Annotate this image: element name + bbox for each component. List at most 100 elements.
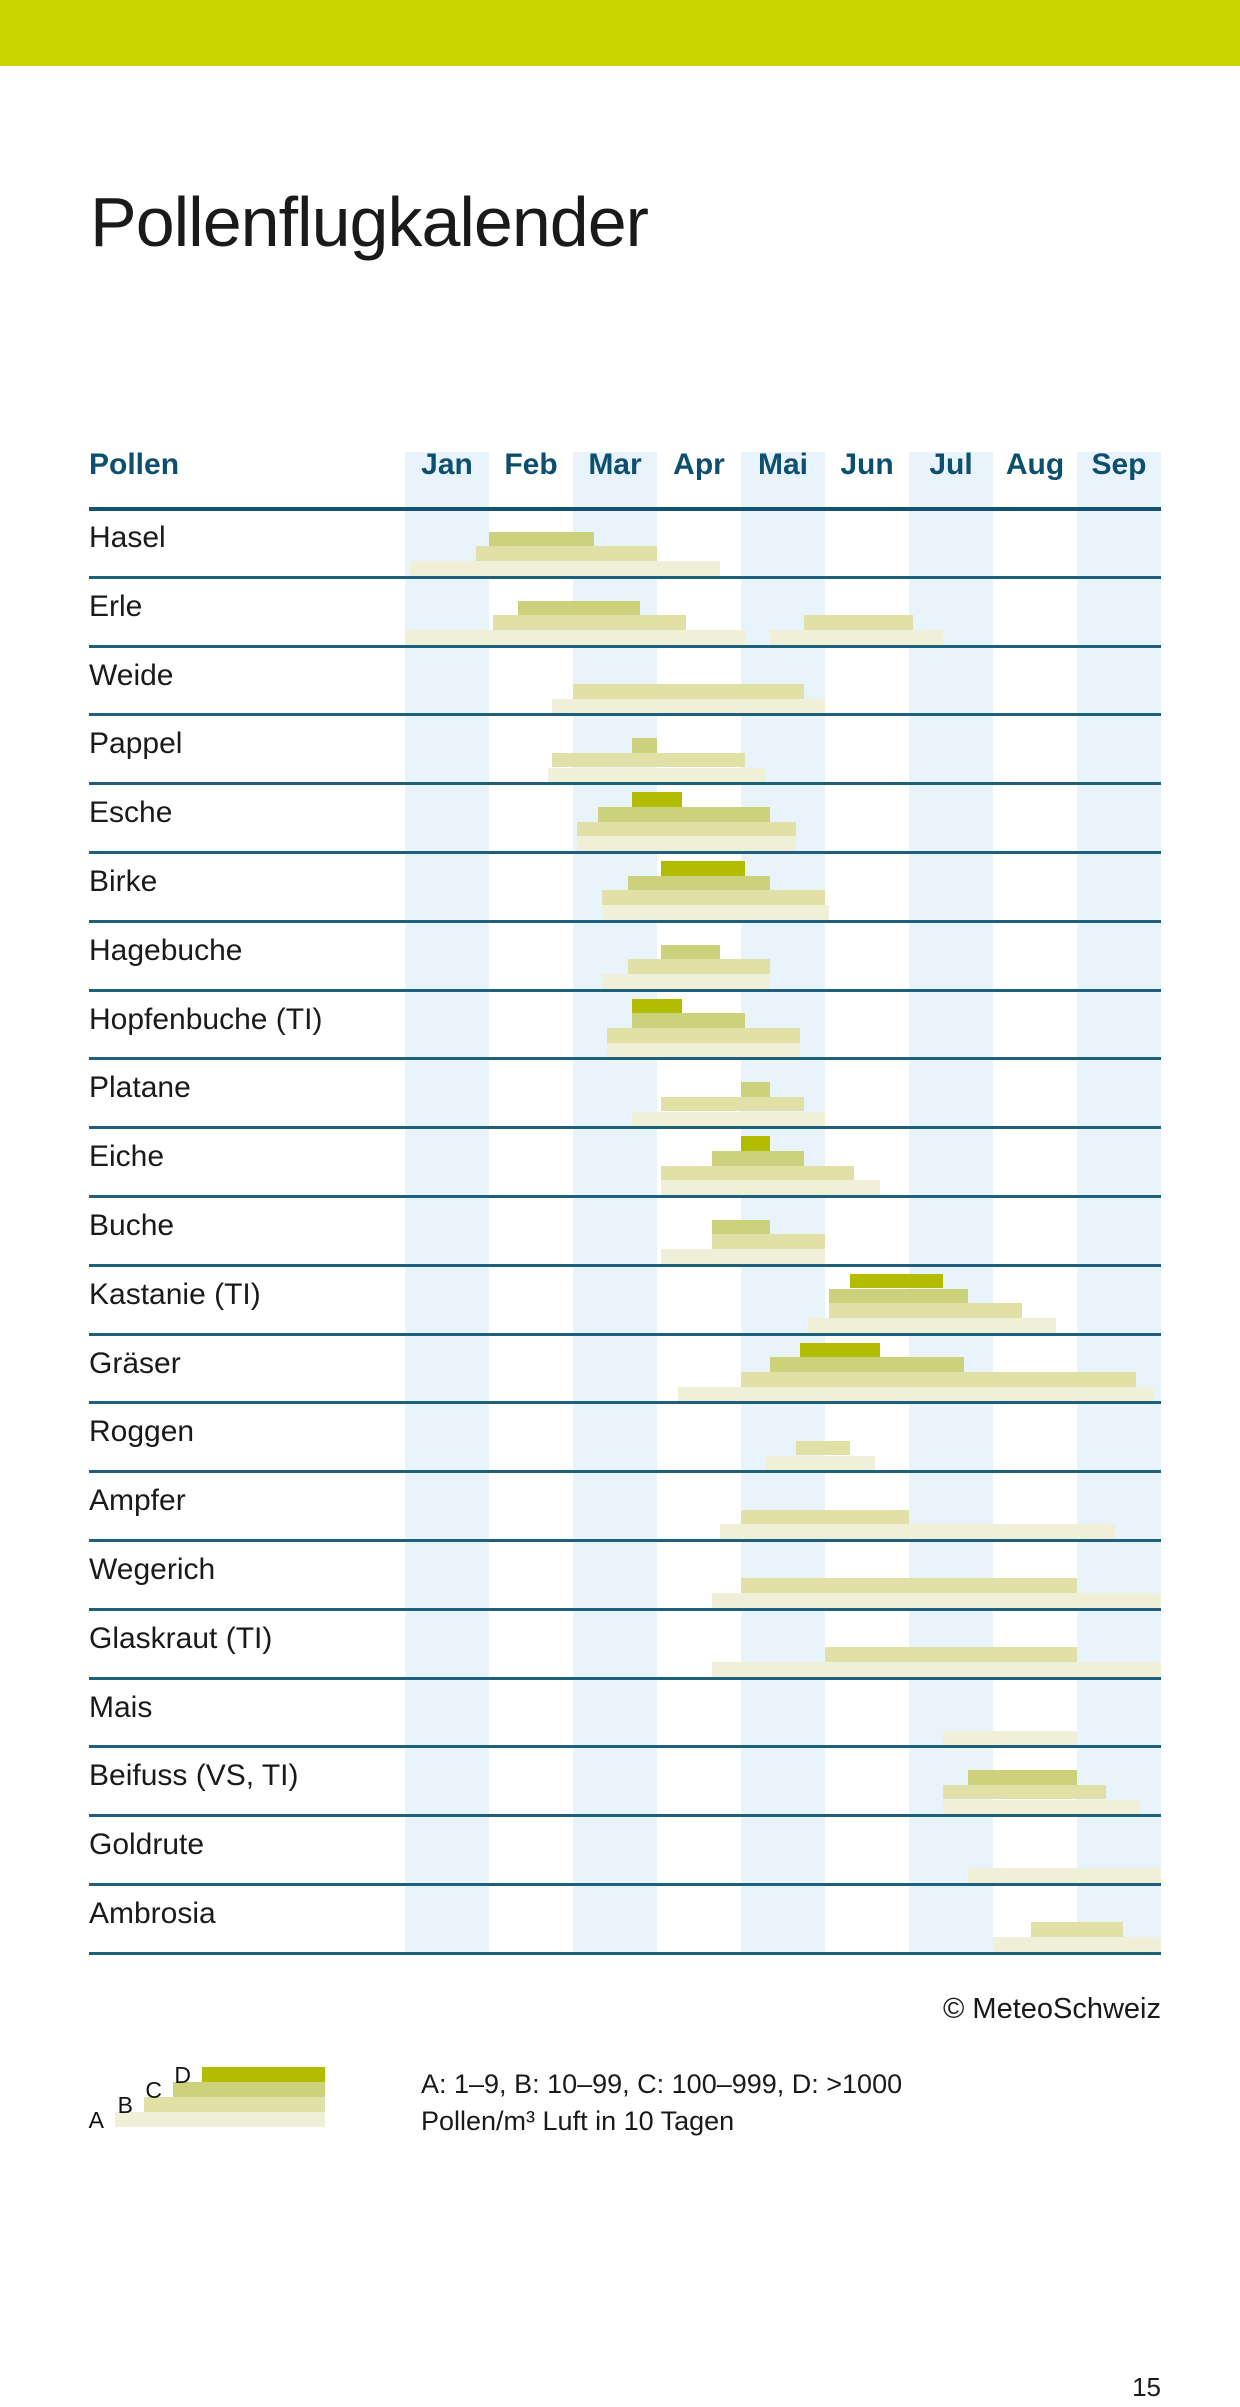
pollen-bar-C	[711, 1219, 771, 1235]
pollen-bar-A	[602, 973, 771, 989]
row-divider	[89, 1401, 1161, 1405]
pollen-bar-B	[627, 959, 771, 974]
row-label: Buche	[89, 1209, 175, 1242]
header-divider	[89, 507, 1161, 511]
pollen-bar-B	[1030, 1922, 1124, 1938]
pollen-bar-B	[552, 752, 746, 768]
pollen-bar-A	[766, 1455, 876, 1471]
pollen-bar-A	[661, 1180, 880, 1195]
pollen-bar-B	[577, 821, 796, 837]
month-header: Aug	[1005, 448, 1065, 481]
row-divider	[89, 575, 1161, 579]
pollen-bar-A	[602, 905, 830, 920]
pollen-bar-C	[627, 875, 771, 891]
pollen-bar-D	[631, 792, 683, 807]
pollen-bar-C	[518, 600, 641, 616]
pollen-bar-A	[942, 1799, 1140, 1815]
row-divider	[89, 919, 1161, 923]
month-header: Feb	[504, 448, 558, 481]
pollen-bar-B	[795, 1440, 851, 1456]
month-header: Jun	[840, 448, 894, 481]
legend-label-D: D	[174, 2062, 191, 2088]
pollen-bar-D	[631, 998, 683, 1014]
pollen-bar-B	[825, 1647, 1077, 1662]
row-divider	[89, 1057, 1161, 1061]
pollen-bar-A	[993, 1937, 1161, 1952]
row-label: Hasel	[89, 521, 166, 554]
pollen-bar-B	[711, 1234, 825, 1250]
pollen-bar-A	[942, 1730, 1077, 1746]
month-header: Mai	[757, 448, 808, 481]
row-label: Hagebuche	[89, 933, 243, 967]
legend-label-A: A	[88, 2107, 104, 2133]
pollen-bar-A	[967, 1868, 1161, 1883]
legend-label-C: C	[145, 2077, 162, 2103]
legend-scale-line: A: 1–9, B: 10–99, C: 100–999, D: >1000	[421, 2069, 903, 2099]
pollen-bar-B	[661, 1165, 855, 1181]
row-divider	[89, 1745, 1161, 1749]
pollen-bar-A	[606, 1042, 800, 1058]
pollen-bar-B	[829, 1303, 1023, 1318]
row-divider	[89, 1332, 1161, 1336]
pollen-bar-C	[489, 531, 594, 547]
pollen-bar-A	[720, 1524, 1115, 1539]
pollen-bar-C	[741, 1082, 771, 1097]
page-number: 15	[1132, 2372, 1161, 2402]
pollen-bar-B	[493, 615, 687, 630]
pollen-bar-B	[804, 615, 914, 630]
pollen-bar-D	[741, 1136, 771, 1151]
pollen-bar-C	[661, 944, 720, 960]
row-divider	[89, 1539, 1161, 1542]
month-header: Jan	[421, 448, 473, 481]
pollen-bar-A	[770, 629, 943, 645]
month-stripe	[909, 452, 993, 1955]
pollen-bar-A	[711, 1593, 1161, 1608]
row-label: Weide	[89, 658, 174, 692]
pollen-bar-A	[678, 1386, 1153, 1402]
pollen-bar-C	[711, 1150, 804, 1166]
row-divider	[89, 1951, 1161, 1955]
row-label: Gräser	[89, 1346, 181, 1380]
row-divider	[89, 1883, 1161, 1886]
pollen-bar-B	[476, 546, 657, 562]
pollen-bar-A	[808, 1317, 1056, 1333]
month-stripe	[1077, 452, 1161, 1955]
month-header: Mar	[588, 448, 642, 481]
row-label: Platane	[89, 1071, 191, 1105]
row-divider	[89, 1676, 1161, 1680]
row-divider	[89, 713, 1161, 717]
row-label: Esche	[89, 796, 173, 830]
row-divider	[89, 1607, 1161, 1611]
row-divider	[89, 782, 1161, 786]
month-stripe	[573, 452, 657, 1955]
pollen-bar-B	[602, 890, 825, 906]
pollen-bar-A	[547, 767, 767, 783]
row-label: Erle	[89, 589, 143, 623]
pollen-bar-B	[741, 1509, 909, 1525]
row-divider	[89, 1126, 1161, 1130]
pollen-bar-A	[661, 1249, 825, 1264]
pollen-bar-A	[405, 629, 746, 645]
pollen-bar-A	[711, 1661, 1161, 1677]
pollen-bar-A	[552, 698, 825, 714]
legend-label-B: B	[117, 2092, 133, 2118]
legend-text: A: 1–9, B: 10–99, C: 100–999, D: >1000 P…	[421, 2066, 902, 2140]
row-label: Glaskraut (TI)	[89, 1621, 273, 1655]
legend-swatch-C	[173, 2082, 325, 2097]
row-label: Hopfenbuche (TI)	[89, 1002, 323, 1036]
month-stripe	[405, 452, 489, 1955]
row-label: Ampfer	[89, 1484, 186, 1518]
month-header: Sep	[1091, 448, 1147, 481]
pollen-bar-A	[631, 1111, 825, 1127]
row-label: Roggen	[89, 1415, 195, 1449]
row-label: Wegerich	[89, 1553, 216, 1586]
legend-swatch-D	[202, 2067, 325, 2082]
pollen-bar-C	[598, 806, 771, 822]
row-label: Eiche	[89, 1140, 165, 1174]
row-divider	[89, 988, 1161, 992]
pollen-bar-D	[661, 861, 746, 876]
page-title: Pollenflugkalender	[90, 183, 649, 261]
pollen-bar-A	[577, 836, 796, 851]
row-label: Mais	[89, 1690, 153, 1724]
